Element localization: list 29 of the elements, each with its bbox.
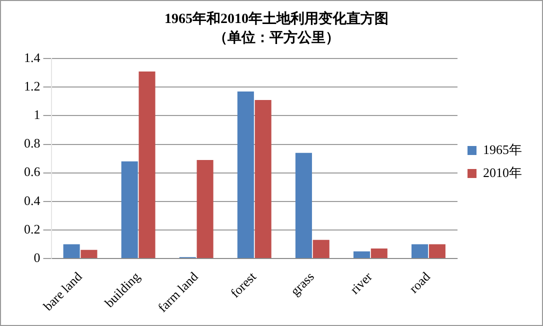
bar bbox=[295, 152, 312, 258]
y-tick-label: 0.4 bbox=[24, 192, 41, 208]
y-tick-label: 1.4 bbox=[24, 50, 41, 66]
bar bbox=[138, 71, 156, 258]
y-tick-label: 0.6 bbox=[24, 164, 41, 180]
x-tick-label: road bbox=[406, 268, 434, 296]
chart-subtitle: （单位：平方公里） bbox=[214, 28, 340, 46]
bar bbox=[121, 161, 138, 258]
bar bbox=[80, 250, 98, 258]
bar bbox=[428, 244, 446, 258]
chart-title: 1965年和2010年土地利用变化直方图 bbox=[164, 10, 388, 28]
bar bbox=[353, 251, 370, 258]
bar bbox=[237, 91, 254, 258]
legend-label: 1965年 bbox=[483, 142, 522, 157]
bar bbox=[63, 244, 80, 258]
bar bbox=[312, 240, 330, 258]
x-tick-label: farm land bbox=[154, 268, 202, 316]
bar bbox=[254, 100, 272, 258]
x-tick-label: bare land bbox=[40, 268, 86, 314]
y-tick-label: 1.2 bbox=[24, 78, 40, 94]
bar bbox=[412, 244, 428, 258]
y-tick-label: 0 bbox=[34, 250, 40, 265]
y-tick-label: 0.8 bbox=[24, 136, 40, 151]
y-tick-label: 0.2 bbox=[24, 221, 40, 236]
legend-label: 2010年 bbox=[483, 164, 522, 180]
bar bbox=[370, 248, 388, 258]
bar bbox=[196, 160, 214, 258]
x-tick-label: river bbox=[347, 268, 376, 297]
y-tick-label: 1 bbox=[34, 107, 40, 122]
